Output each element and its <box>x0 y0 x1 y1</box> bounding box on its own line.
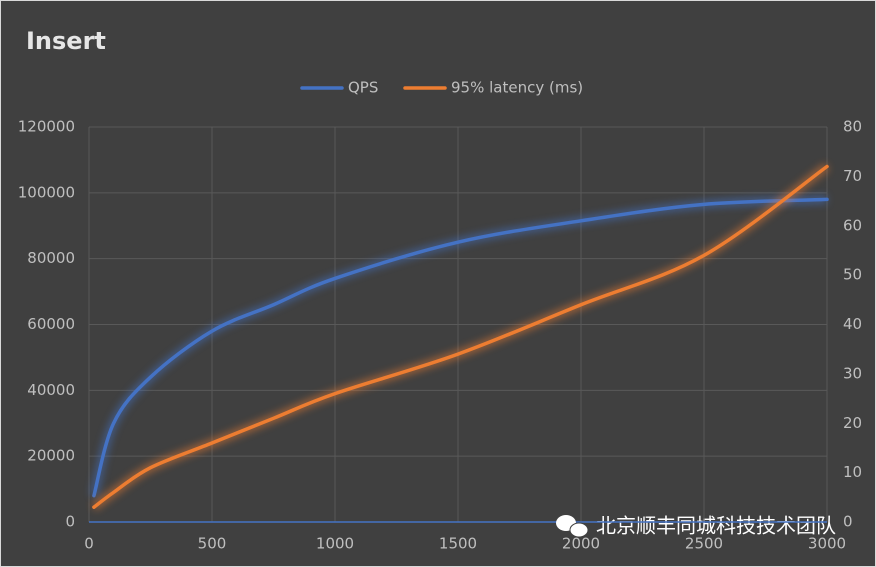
x-tick-label: 1000 <box>316 535 354 553</box>
y-tick-label: 0 <box>65 513 75 531</box>
y2-tick-label: 30 <box>843 364 862 382</box>
y-tick-label: 20000 <box>27 447 75 465</box>
y2-tick-label: 10 <box>843 463 862 481</box>
legend-label: 95% latency (ms) <box>451 79 583 97</box>
y-tick-label: 100000 <box>18 183 75 201</box>
x-tick-label: 2500 <box>685 535 723 553</box>
y2-tick-label: 50 <box>843 266 862 284</box>
legend-label: QPS <box>348 79 378 97</box>
y-tick-label: 120000 <box>18 118 75 136</box>
y2-tick-label: 20 <box>843 414 862 432</box>
y-tick-label: 60000 <box>27 315 75 333</box>
line <box>92 164 829 509</box>
x-tick-label: 2000 <box>562 535 600 553</box>
icon-bubble <box>569 522 589 538</box>
y2-tick-label: 80 <box>843 118 862 136</box>
line <box>92 197 829 498</box>
y-tick-label: 80000 <box>27 249 75 267</box>
x-tick-label: 0 <box>84 535 94 553</box>
y2-tick-label: 70 <box>843 167 862 185</box>
watermark-icon <box>556 515 589 538</box>
x-tick-label: 1500 <box>439 535 477 553</box>
y2-tick-label: 60 <box>843 216 862 234</box>
x-tick-label: 500 <box>198 535 227 553</box>
chart-title: Insert <box>26 27 106 55</box>
y2-tick-label: 40 <box>843 315 862 333</box>
y-tick-label: 40000 <box>27 381 75 399</box>
y2-tick-label: 0 <box>843 513 853 531</box>
watermark: 北京顺丰同城科技技术团队 <box>596 514 836 538</box>
x-tick-label: 3000 <box>808 535 846 553</box>
